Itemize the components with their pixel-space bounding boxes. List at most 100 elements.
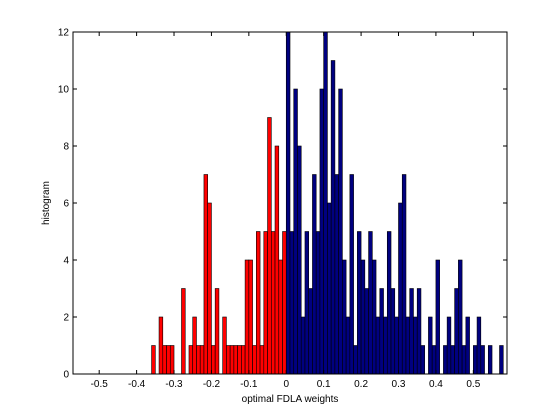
histogram-bar (256, 231, 261, 375)
x-tick-label: 0.4 (429, 379, 443, 390)
y-tick-label: 2 (63, 313, 69, 324)
histogram-bar (476, 316, 482, 375)
histogram-bar (285, 31, 291, 375)
x-tick-label: -0.1 (240, 379, 258, 390)
histogram-bar (207, 202, 212, 375)
histogram-bar (293, 88, 298, 375)
histogram-bar (241, 345, 246, 375)
histogram-bar (360, 259, 366, 375)
histogram-bar (458, 259, 463, 375)
histogram-bar (327, 202, 332, 375)
histogram-bar (428, 316, 433, 375)
histogram-bar (330, 60, 336, 375)
y-tick-label: 6 (63, 199, 69, 210)
histogram-bar (259, 345, 265, 375)
y-tick-label: 4 (63, 256, 69, 267)
histogram-bar (252, 345, 257, 375)
histogram-bar (401, 174, 407, 375)
histogram-bar (409, 288, 414, 375)
histogram-bar (188, 345, 194, 375)
histogram-bar (282, 231, 287, 375)
histogram-bar (383, 316, 388, 375)
histogram-bar (443, 345, 448, 375)
histogram-bar (181, 288, 186, 375)
histogram-bar (386, 231, 392, 375)
histogram-bar (364, 288, 369, 375)
histogram-bar (192, 316, 197, 375)
histogram-bar (398, 202, 403, 375)
x-tick-label: -0.5 (91, 379, 109, 390)
histogram-bar (461, 345, 467, 375)
histogram-bar (308, 288, 313, 375)
histogram-bar (226, 345, 231, 375)
histogram-bar (222, 316, 227, 375)
histogram-bar (248, 259, 253, 375)
histogram-bar (196, 345, 201, 375)
histogram-bar (158, 316, 164, 375)
histogram-bar (416, 288, 422, 375)
histogram-bar (278, 259, 283, 375)
bars-group (151, 31, 504, 375)
histogram-bar (345, 316, 351, 375)
x-tick-label: 0.2 (354, 379, 368, 390)
histogram-bar (499, 345, 504, 375)
histogram-bar (169, 345, 175, 375)
histogram-bar (289, 231, 295, 375)
histogram-bar (166, 345, 171, 375)
histogram-bar (304, 231, 310, 375)
histogram-bar (237, 345, 242, 375)
histogram-bar (300, 316, 306, 375)
histogram-bar (162, 345, 167, 375)
histogram-bar (211, 345, 216, 375)
histogram-bar (375, 316, 381, 375)
histogram-bar (319, 88, 324, 375)
histogram-bar (450, 345, 455, 375)
x-tick-label: -0.3 (165, 379, 183, 390)
y-tick-label: 8 (63, 142, 69, 153)
histogram-bar (151, 345, 156, 375)
x-tick-label: 0.1 (317, 379, 331, 390)
histogram-bar (270, 231, 276, 375)
histogram-bar (379, 288, 384, 375)
histogram-bar (203, 174, 208, 375)
x-tick-label: 0 (283, 379, 289, 390)
histogram-bar (465, 316, 470, 375)
histogram-bar (394, 316, 399, 375)
histogram-bar (214, 288, 220, 375)
histogram-bar (229, 345, 235, 375)
histogram-bar (334, 174, 339, 375)
histogram-bar (431, 345, 437, 375)
histogram-bar (480, 345, 485, 375)
histogram-bar (199, 345, 205, 375)
y-tick-label: 0 (63, 370, 69, 381)
histogram-bar (390, 288, 396, 375)
x-axis-label: optimal FDLA weights (242, 394, 339, 405)
x-tick-label: -0.4 (128, 379, 146, 390)
y-axis-ticks: 0 2 4 6 8 10 12 (58, 28, 507, 381)
histogram-bar (338, 88, 343, 375)
histogram-bar (353, 345, 358, 375)
histogram-bar (233, 345, 238, 375)
histogram-bar (487, 345, 493, 375)
histogram-bar (315, 231, 321, 375)
histogram-bar (267, 117, 272, 375)
histogram-bar (405, 316, 411, 375)
y-tick-label: 12 (58, 28, 70, 39)
histogram-bar (323, 31, 328, 375)
x-axis-ticks: -0.5 -0.4 -0.3 -0.2 -0.1 0 0.1 0.2 0.3 0.4 0.5 (91, 32, 481, 390)
histogram-bar (372, 259, 377, 375)
y-axis-label: histogram (41, 181, 52, 225)
histogram-bar (244, 259, 250, 375)
x-tick-label: -0.2 (203, 379, 221, 390)
histogram-bar (420, 345, 425, 375)
histogram-bar (297, 145, 302, 375)
histogram-bar (342, 259, 347, 375)
histogram-bar (413, 316, 418, 375)
histogram-bar (357, 231, 362, 375)
y-tick-label: 10 (58, 85, 70, 96)
histogram-bar (368, 231, 373, 375)
histogram-bar (312, 174, 317, 375)
histogram-bar (473, 345, 478, 375)
histogram-bar (274, 145, 280, 375)
